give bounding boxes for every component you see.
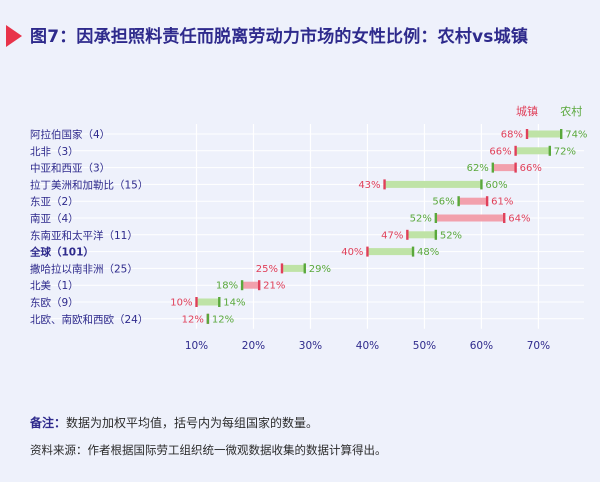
rural-value-label: 60% [485,180,507,191]
urban-marker [383,179,386,190]
urban-marker [525,129,529,139]
urban-value-label: 66% [489,146,511,157]
range-bar [458,197,488,205]
title-bar: 图7：因承担照料责任而脱离劳动力市场的女性比例：农村vs城镇 [0,0,600,50]
urban-marker [366,246,369,257]
rural-value-label: 14% [223,298,245,309]
rural-marker [240,280,244,291]
row-label: 阿拉伯国家（4） [30,128,110,141]
rural-marker [548,145,552,156]
urban-value-label: 10% [170,298,192,309]
row-label: 北美（1） [30,279,79,292]
urban-marker [514,145,517,156]
rural-value-label: 29% [309,264,331,275]
row-label: 北非（3） [30,146,79,158]
footnote-label: 备注： [30,416,67,430]
rural-marker [206,313,210,324]
footnote-text: 数据为加权平均值，括号内为每组国家的数量。 [66,416,319,430]
urban-value-label: 47% [381,230,403,241]
urban-marker [503,213,506,223]
footnote: 备注：数据为加权平均值，括号内为每组国家的数量。 [30,414,318,431]
row-label: 东亚（2） [30,195,79,208]
range-bar [492,164,516,172]
rural-value-label: 52% [440,230,462,241]
rural-marker [303,263,306,274]
urban-marker [406,229,409,240]
rural-value-label: 52% [410,214,432,225]
urban-value-label: 40% [341,247,363,258]
x-tick-label: 20% [242,340,265,352]
urban-value-label: 66% [520,163,542,174]
urban-value-label: 43% [358,180,380,191]
range-bar [367,248,414,256]
row-label: 东南亚和太平洋（11） [30,229,138,242]
urban-marker [257,280,261,291]
range-bar [407,231,436,239]
urban-value-label: 64% [508,214,530,225]
rural-value-label: 74% [565,130,587,141]
urban-value-label: 21% [263,281,285,292]
title-arrow-icon [6,25,22,47]
row-label: 撒哈拉以南非洲（25） [30,262,138,275]
rural-value-label: 72% [554,146,576,157]
urban-marker [514,162,517,173]
rural-marker [434,213,438,223]
range-bar [527,130,562,138]
rural-marker [218,297,221,307]
urban-value-label: 25% [256,264,278,275]
rural-value-label: 12% [212,314,234,325]
x-tick-label: 10% [185,340,208,352]
range-bar [242,281,260,289]
dumbbell-chart: 阿拉伯国家（4） 北非（3） 中亚和西亚（3） 拉丁美洲和加勒比（15） 东亚（2） 南亚… [29,104,587,352]
rural-value-label: 48% [417,247,439,258]
row-label: 拉丁美洲和加勒比（15） [30,178,148,191]
row-label: 南亚（4） [30,212,79,225]
range-bar [384,180,482,188]
x-tick-label: 70% [527,340,550,352]
rural-value-label: 62% [467,163,489,174]
urban-value-label: 61% [491,197,513,208]
urban-value-label: 12% [182,314,204,325]
x-tick-label: 30% [299,340,322,352]
row-label: 中亚和西亚（3） [30,162,110,175]
source-text: 资料来源：作者根据国际劳工组织统一微观数据收集的数据计算得出。 [30,443,387,457]
range-bar [435,214,505,222]
rural-marker [434,229,438,240]
value-labels: 68% 74%66% 72%66%62%43% 60%61%56%64%52%47% 5… [170,130,587,326]
legend-urban: 城镇 [516,104,538,118]
legend-rural: 农村 [560,104,582,118]
range-bar [281,264,305,272]
row-label: 东欧（9） [30,296,79,309]
range-bars [195,129,563,324]
row-label: 全球（101） [29,246,94,259]
row-label: 北欧、南欧和西欧（24） [30,313,148,326]
urban-marker [195,297,198,307]
urban-value-label: 68% [501,130,523,141]
x-tick-label: 50% [413,340,436,352]
rural-marker [411,246,415,257]
range-bar [196,298,220,306]
urban-marker [280,263,284,274]
rural-marker [457,196,460,207]
rural-value-label: 56% [432,197,454,208]
rural-value-label: 18% [216,281,238,292]
page-title: 图7：因承担照料责任而脱离劳动力市场的女性比例：农村vs城镇 [30,27,529,47]
x-axis-ticks: 10% 20% 30% 40% 50% 60% 70% [185,340,550,352]
urban-marker [485,196,489,207]
rural-marker [480,179,483,190]
rural-marker [560,129,563,139]
x-tick-label: 60% [470,340,493,352]
row-labels: 阿拉伯国家（4） 北非（3） 中亚和西亚（3） 拉丁美洲和加勒比（15） 东亚（2） 南亚… [29,128,148,326]
rural-marker [491,162,495,173]
range-bar [515,147,550,155]
x-tick-label: 40% [356,340,379,352]
